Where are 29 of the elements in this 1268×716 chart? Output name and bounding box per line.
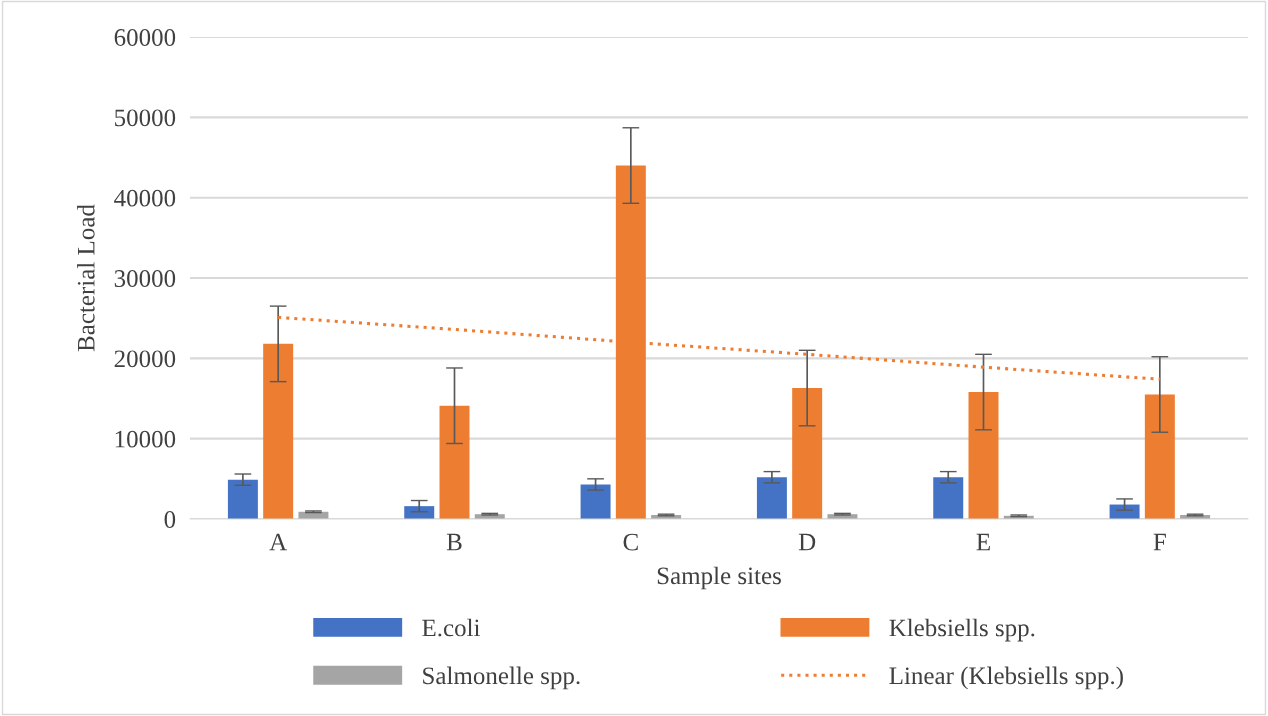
bar	[792, 388, 823, 519]
y-axis-title: Bacterial Load	[77, 204, 95, 352]
x-tick-label: A	[269, 533, 288, 551]
legend-label: Klebsiells spp.	[889, 618, 1035, 642]
x-tick-label: E	[976, 533, 990, 551]
bar	[756, 477, 787, 519]
bar	[227, 479, 258, 519]
y-tick-label: 20000	[114, 350, 176, 368]
bar	[1144, 394, 1175, 519]
bar	[263, 343, 294, 519]
x-tick-label: B	[446, 533, 462, 551]
legend-label: Linear (Klebsiells spp.)	[889, 666, 1123, 690]
bar	[404, 506, 435, 519]
x-axis-title: Sample sites	[657, 566, 781, 590]
x-tick-label: F	[1153, 533, 1166, 551]
bar	[439, 405, 470, 519]
legend-label: Salmonelle spp.	[423, 666, 580, 690]
bar	[968, 392, 999, 519]
x-tick-label: D	[798, 533, 816, 551]
y-tick-label: 30000	[114, 270, 176, 287]
y-tick-label: 60000	[114, 29, 176, 46]
y-tick-label: 40000	[114, 189, 176, 207]
x-tick-label: C	[623, 533, 638, 551]
y-tick-label: 0	[164, 511, 176, 528]
y-tick-label: 50000	[115, 109, 176, 127]
y-tick-label: 10000	[115, 430, 176, 448]
bar	[933, 477, 964, 519]
bar	[580, 484, 611, 519]
legend-label: E.coli	[422, 618, 480, 637]
